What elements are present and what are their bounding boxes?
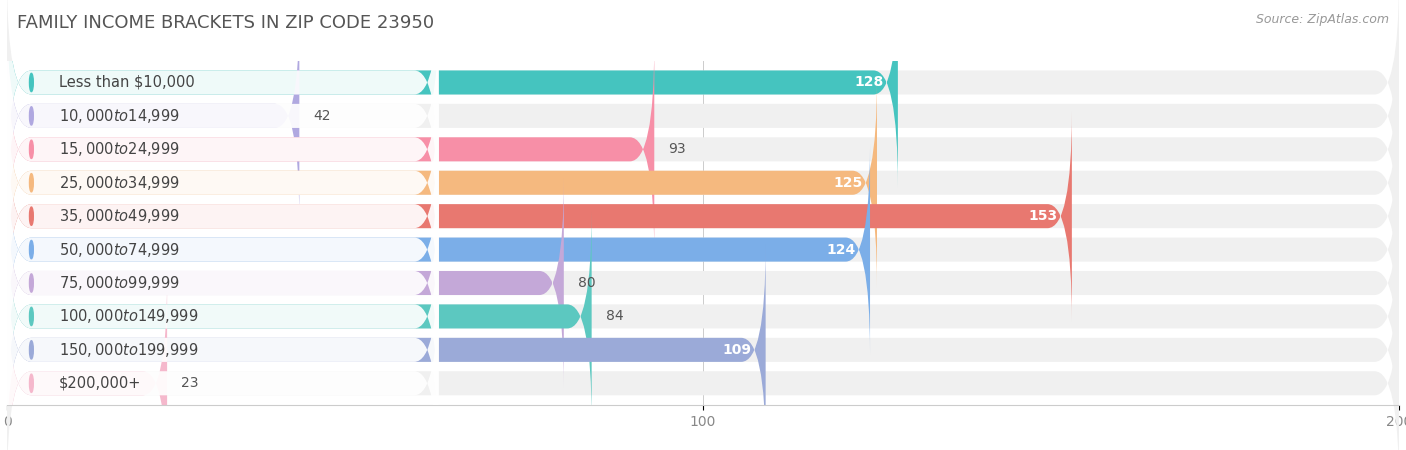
- Text: $100,000 to $149,999: $100,000 to $149,999: [59, 307, 198, 325]
- FancyBboxPatch shape: [7, 0, 439, 187]
- FancyBboxPatch shape: [7, 45, 439, 254]
- FancyBboxPatch shape: [7, 11, 439, 221]
- FancyBboxPatch shape: [7, 212, 592, 421]
- Text: $50,000 to $74,999: $50,000 to $74,999: [59, 241, 180, 259]
- FancyBboxPatch shape: [7, 144, 870, 355]
- Circle shape: [30, 240, 34, 259]
- Text: $15,000 to $24,999: $15,000 to $24,999: [59, 140, 180, 158]
- Circle shape: [30, 307, 34, 326]
- Text: 93: 93: [668, 142, 686, 156]
- Text: FAMILY INCOME BRACKETS IN ZIP CODE 23950: FAMILY INCOME BRACKETS IN ZIP CODE 23950: [17, 14, 434, 32]
- FancyBboxPatch shape: [7, 0, 1399, 187]
- Text: $75,000 to $99,999: $75,000 to $99,999: [59, 274, 180, 292]
- FancyBboxPatch shape: [7, 11, 1399, 221]
- FancyBboxPatch shape: [7, 245, 439, 450]
- Text: $35,000 to $49,999: $35,000 to $49,999: [59, 207, 180, 225]
- FancyBboxPatch shape: [7, 111, 1399, 321]
- Circle shape: [30, 73, 34, 92]
- Text: 125: 125: [834, 176, 863, 190]
- FancyBboxPatch shape: [7, 111, 439, 321]
- FancyBboxPatch shape: [7, 78, 1399, 288]
- Text: 153: 153: [1029, 209, 1057, 223]
- Text: $200,000+: $200,000+: [59, 376, 142, 391]
- FancyBboxPatch shape: [7, 212, 1399, 421]
- Text: 128: 128: [855, 76, 884, 90]
- Circle shape: [30, 207, 34, 225]
- FancyBboxPatch shape: [7, 279, 1399, 450]
- FancyBboxPatch shape: [7, 144, 439, 355]
- FancyBboxPatch shape: [7, 111, 1071, 321]
- FancyBboxPatch shape: [7, 212, 439, 421]
- FancyBboxPatch shape: [7, 245, 766, 450]
- FancyBboxPatch shape: [7, 0, 898, 187]
- FancyBboxPatch shape: [7, 178, 1399, 388]
- Text: 42: 42: [314, 109, 330, 123]
- Circle shape: [30, 374, 34, 392]
- Text: 80: 80: [578, 276, 595, 290]
- FancyBboxPatch shape: [7, 245, 1399, 450]
- Text: 84: 84: [606, 310, 623, 324]
- FancyBboxPatch shape: [7, 78, 439, 288]
- Text: 124: 124: [827, 243, 856, 256]
- Circle shape: [30, 107, 34, 125]
- Circle shape: [30, 274, 34, 292]
- FancyBboxPatch shape: [7, 279, 167, 450]
- FancyBboxPatch shape: [7, 178, 439, 388]
- Circle shape: [30, 174, 34, 192]
- FancyBboxPatch shape: [7, 78, 877, 288]
- FancyBboxPatch shape: [7, 11, 299, 221]
- Circle shape: [30, 341, 34, 359]
- FancyBboxPatch shape: [7, 45, 654, 254]
- FancyBboxPatch shape: [7, 45, 1399, 254]
- Text: $150,000 to $199,999: $150,000 to $199,999: [59, 341, 198, 359]
- FancyBboxPatch shape: [7, 279, 439, 450]
- Circle shape: [30, 140, 34, 158]
- Text: $25,000 to $34,999: $25,000 to $34,999: [59, 174, 180, 192]
- FancyBboxPatch shape: [7, 178, 564, 388]
- Text: Less than $10,000: Less than $10,000: [59, 75, 195, 90]
- FancyBboxPatch shape: [7, 144, 1399, 355]
- Text: $10,000 to $14,999: $10,000 to $14,999: [59, 107, 180, 125]
- Text: 109: 109: [723, 343, 752, 357]
- Text: 23: 23: [181, 376, 198, 390]
- Text: Source: ZipAtlas.com: Source: ZipAtlas.com: [1256, 14, 1389, 27]
